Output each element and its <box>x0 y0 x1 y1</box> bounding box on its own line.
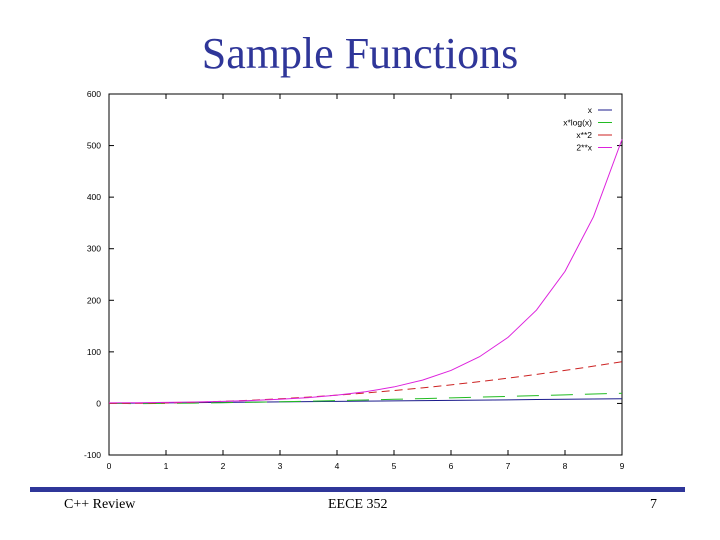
plot-frame <box>108 93 623 456</box>
y-tick-label: 300 <box>87 244 101 254</box>
footer-page-number: 7 <box>650 497 657 512</box>
plot-series <box>108 139 623 405</box>
y-tick-label: 0 <box>96 398 101 408</box>
x-tick-label: 7 <box>506 461 511 471</box>
legend-label-1: x <box>588 105 593 115</box>
x-tick-label: 6 <box>449 461 454 471</box>
x-tick-label: 3 <box>278 461 283 471</box>
plot-axes: 600 500 400 300 200 100 0 -100 0 1 2 3 4 5 6 7 8 9 <box>84 89 625 471</box>
slide-title: Sample Functions <box>201 29 519 78</box>
legend-label-3: x**2 <box>576 130 592 140</box>
y-tick-label: -100 <box>84 450 101 460</box>
y-tick-label: 400 <box>87 192 101 202</box>
footer-divider-bar <box>30 487 685 492</box>
series-line-4 <box>108 139 623 404</box>
legend-label-2: x*log(x) <box>563 118 592 128</box>
y-tick-label: 500 <box>87 141 101 151</box>
x-tick-label: 9 <box>620 461 625 471</box>
y-tick-label: 100 <box>87 347 101 357</box>
x-tick-label: 5 <box>392 461 397 471</box>
y-tick-label: 600 <box>87 89 101 99</box>
footer-course-title: C++ Review <box>64 497 136 512</box>
x-tick-label: 4 <box>335 461 340 471</box>
plot-legend: x x*log(x) x**2 2**x <box>563 105 612 153</box>
series-line-2 <box>108 392 623 405</box>
x-tick-label: 8 <box>563 461 568 471</box>
x-tick-label: 0 <box>107 461 112 471</box>
x-tick-label: 2 <box>221 461 226 471</box>
x-tick-label: 1 <box>164 461 169 471</box>
y-tick-label: 200 <box>87 295 101 305</box>
legend-label-4: 2**x <box>576 143 592 153</box>
footer-course-code: EECE 352 <box>328 497 388 512</box>
series-line-3 <box>108 361 623 404</box>
